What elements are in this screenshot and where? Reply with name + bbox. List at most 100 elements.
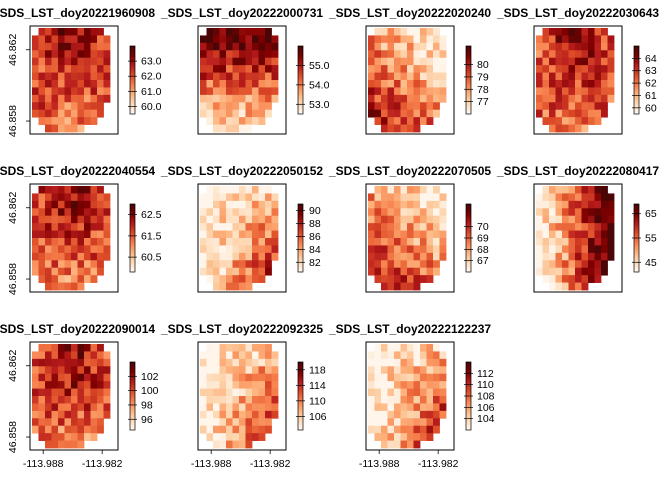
raster-cell: [77, 87, 85, 96]
legend-color-step: [466, 89, 471, 92]
raster-cell: [588, 245, 595, 254]
raster-cell: [77, 42, 85, 51]
raster-cell: [213, 50, 220, 59]
raster-cell: [206, 388, 214, 397]
raster-cell: [32, 102, 39, 111]
raster-cell: [200, 72, 207, 81]
raster-cell: [213, 186, 220, 194]
raster-cell: [90, 366, 98, 375]
raster-cell: [51, 344, 59, 352]
raster-cell: [64, 282, 72, 291]
legend-color-step: [298, 247, 303, 250]
raster-cell: [400, 410, 408, 419]
raster-cell: [368, 410, 375, 419]
legend-color-step: [130, 386, 135, 390]
raster-cell: [71, 109, 78, 118]
legend-color-step: [298, 66, 303, 70]
raster-cell: [581, 186, 589, 194]
raster-cell: [38, 388, 46, 397]
raster-cell: [206, 109, 214, 118]
raster-cell: [575, 282, 582, 291]
raster-cell: [77, 358, 85, 367]
raster-cell: [368, 50, 375, 59]
raster-cell: [45, 403, 52, 412]
raster-cell: [51, 42, 59, 51]
raster-cell: [90, 65, 98, 73]
raster-cell: [400, 186, 408, 194]
raster-cell: [562, 252, 569, 261]
raster-cell: [368, 35, 375, 44]
raster-cell: [433, 200, 440, 209]
raster-cell: [581, 275, 589, 283]
raster-cell: [219, 267, 227, 276]
raster-cell: [536, 94, 543, 103]
raster-cell: [64, 388, 72, 397]
legend-tick-label: 62.0: [141, 71, 162, 83]
raster-cell: [77, 186, 85, 194]
legend-tick-label: 64: [645, 53, 657, 65]
raster-cell: [200, 403, 207, 412]
raster-cell: [38, 35, 46, 44]
raster-cell: [45, 35, 52, 44]
raster-cell: [252, 208, 259, 217]
raster-cell: [84, 87, 91, 96]
raster-cell: [219, 396, 227, 404]
raster-cell: [271, 366, 279, 375]
raster-cell: [374, 193, 382, 202]
raster-cell: [588, 28, 595, 36]
raster-cell: [601, 267, 608, 276]
raster-cell: [245, 282, 253, 291]
raster-cell: [400, 282, 408, 291]
raster-cell: [381, 410, 388, 419]
raster-cell: [381, 381, 388, 389]
legend-color-step: [298, 389, 303, 392]
raster-cell: [245, 223, 253, 231]
legend-color-step: [634, 107, 639, 110]
legend-color-step: [298, 368, 303, 372]
raster-cell: [433, 381, 440, 389]
raster-cell: [555, 50, 563, 59]
raster-cell: [426, 57, 434, 66]
raster-cell: [420, 109, 427, 118]
raster-cell: [374, 275, 382, 283]
raster-cell: [407, 410, 414, 419]
raster-cell: [71, 344, 78, 352]
raster-cell: [71, 50, 78, 59]
raster-cell: [387, 124, 395, 133]
legend-tick-label: 61.0: [141, 86, 162, 98]
legend-color-step: [634, 240, 639, 244]
raster-cell: [32, 267, 39, 276]
raster-cell: [407, 344, 414, 352]
raster-cell: [239, 109, 246, 118]
raster-cell: [568, 50, 576, 59]
raster-cell: [71, 403, 78, 412]
legend-color-step: [298, 77, 303, 81]
raster-cell: [271, 42, 279, 51]
raster-cell: [433, 57, 440, 66]
raster-cell: [32, 87, 39, 96]
legend-color-step: [466, 389, 471, 392]
raster-cell: [252, 215, 259, 224]
raster-cell: [407, 208, 414, 217]
legend-color-step: [634, 231, 639, 234]
raster-cell: [239, 358, 246, 367]
raster-cell: [549, 215, 556, 224]
raster-cell: [594, 223, 602, 231]
raster-cell: [97, 200, 104, 209]
raster-cell: [45, 50, 52, 59]
raster-cell: [265, 65, 272, 73]
raster-cell: [258, 35, 266, 44]
raster-cell: [581, 238, 589, 246]
raster-cell: [575, 267, 582, 276]
raster-cell: [232, 344, 240, 352]
raster-cell: [407, 252, 414, 261]
raster-cell: [45, 388, 52, 397]
raster-cell: [219, 388, 227, 397]
raster-cell: [426, 396, 434, 404]
raster-cell: [258, 65, 266, 73]
raster-cell: [64, 366, 72, 375]
raster-cell: [64, 267, 72, 276]
raster-cell: [271, 388, 279, 397]
raster-cell: [575, 109, 582, 118]
raster-cell: [562, 35, 569, 44]
